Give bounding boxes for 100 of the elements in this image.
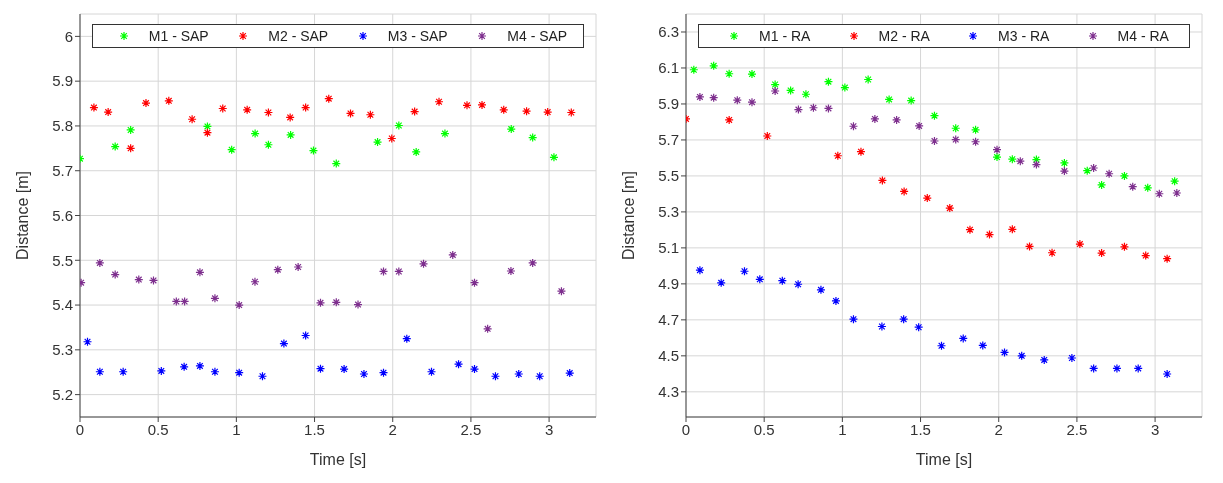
point <box>195 361 205 371</box>
point <box>984 229 995 240</box>
y-axis-title: Distance [m] <box>619 171 637 260</box>
point <box>118 367 128 377</box>
point <box>732 95 742 105</box>
y-tick-label: 5.8 <box>52 117 73 135</box>
point <box>1082 166 1092 176</box>
legend-label: M4 - SAP <box>507 28 568 44</box>
point <box>992 152 1002 162</box>
point <box>951 134 961 145</box>
y-tick-label: 5.5 <box>658 167 679 185</box>
point <box>378 266 389 277</box>
y-tick-label: 5.1 <box>658 239 679 257</box>
point <box>992 145 1002 155</box>
point <box>1075 239 1085 249</box>
y-tick-label: 5.2 <box>52 385 73 403</box>
y-tick-label: 5.9 <box>52 72 73 90</box>
point <box>462 100 472 110</box>
point <box>506 124 516 134</box>
point <box>103 107 113 117</box>
point <box>929 111 940 121</box>
point <box>1128 182 1138 192</box>
point <box>970 125 981 135</box>
point <box>1039 355 1049 365</box>
point <box>324 94 334 104</box>
x-tick-label: 2 <box>388 420 397 438</box>
x-tick-label: 0 <box>681 420 691 438</box>
point <box>469 278 480 288</box>
point <box>218 103 228 114</box>
point <box>823 77 834 87</box>
point <box>884 94 894 105</box>
point <box>1162 254 1172 264</box>
point <box>755 274 765 284</box>
point <box>95 258 105 268</box>
point <box>1170 176 1180 186</box>
point <box>770 79 780 90</box>
y-tick-label: 5.3 <box>52 341 73 359</box>
point <box>195 267 205 277</box>
y-tick-label: 5.6 <box>52 206 73 224</box>
point <box>410 107 420 117</box>
point <box>786 85 796 96</box>
point <box>187 114 197 124</box>
point <box>82 337 93 347</box>
legend-label: M1 - SAP <box>148 28 209 44</box>
legend-label: M3 - SAP <box>387 28 448 44</box>
point <box>202 121 213 131</box>
point <box>483 324 493 334</box>
point <box>301 102 311 113</box>
point <box>747 69 757 79</box>
point <box>1007 154 1017 164</box>
point <box>227 145 237 155</box>
point <box>747 97 757 107</box>
x-tick-label: 0.5 <box>753 420 775 438</box>
point <box>762 131 772 141</box>
point <box>528 258 538 268</box>
point <box>709 61 719 71</box>
point <box>301 330 311 341</box>
point <box>695 265 705 275</box>
point <box>453 359 464 369</box>
y-tick-label: 5.3 <box>658 203 679 221</box>
point <box>372 137 383 147</box>
point <box>434 97 444 107</box>
point <box>477 100 487 110</box>
point <box>110 141 120 152</box>
x-tick-label: 1.5 <box>304 420 325 438</box>
point <box>777 276 787 286</box>
point <box>899 314 909 324</box>
point <box>716 278 726 288</box>
x-tick-label: 0 <box>75 420 85 438</box>
legend-label: M2 - RA <box>878 28 930 44</box>
point <box>331 158 341 169</box>
point <box>566 107 576 118</box>
point <box>202 128 213 138</box>
point <box>565 368 575 378</box>
point <box>1007 224 1017 234</box>
x-tick-label: 2.5 <box>1066 420 1088 438</box>
point <box>308 145 319 156</box>
y-tick-label: 5.4 <box>52 296 73 314</box>
point <box>556 286 567 296</box>
point <box>339 364 349 374</box>
point <box>793 104 804 115</box>
point <box>1141 251 1151 261</box>
point <box>914 121 924 131</box>
y-axis-title: Distance [m] <box>13 171 31 260</box>
y-tick-label: 4.9 <box>658 275 679 293</box>
point <box>870 114 880 124</box>
point <box>273 265 283 275</box>
point <box>263 140 274 150</box>
point <box>490 371 501 381</box>
point <box>1154 189 1164 199</box>
point <box>315 298 326 308</box>
x-tick-label: 2 <box>994 420 1003 438</box>
point <box>1143 183 1153 193</box>
point <box>877 175 887 186</box>
point <box>234 300 244 310</box>
point <box>1104 169 1114 179</box>
point <box>234 368 244 378</box>
point <box>936 341 947 351</box>
point <box>179 362 189 372</box>
point <box>1067 353 1077 363</box>
